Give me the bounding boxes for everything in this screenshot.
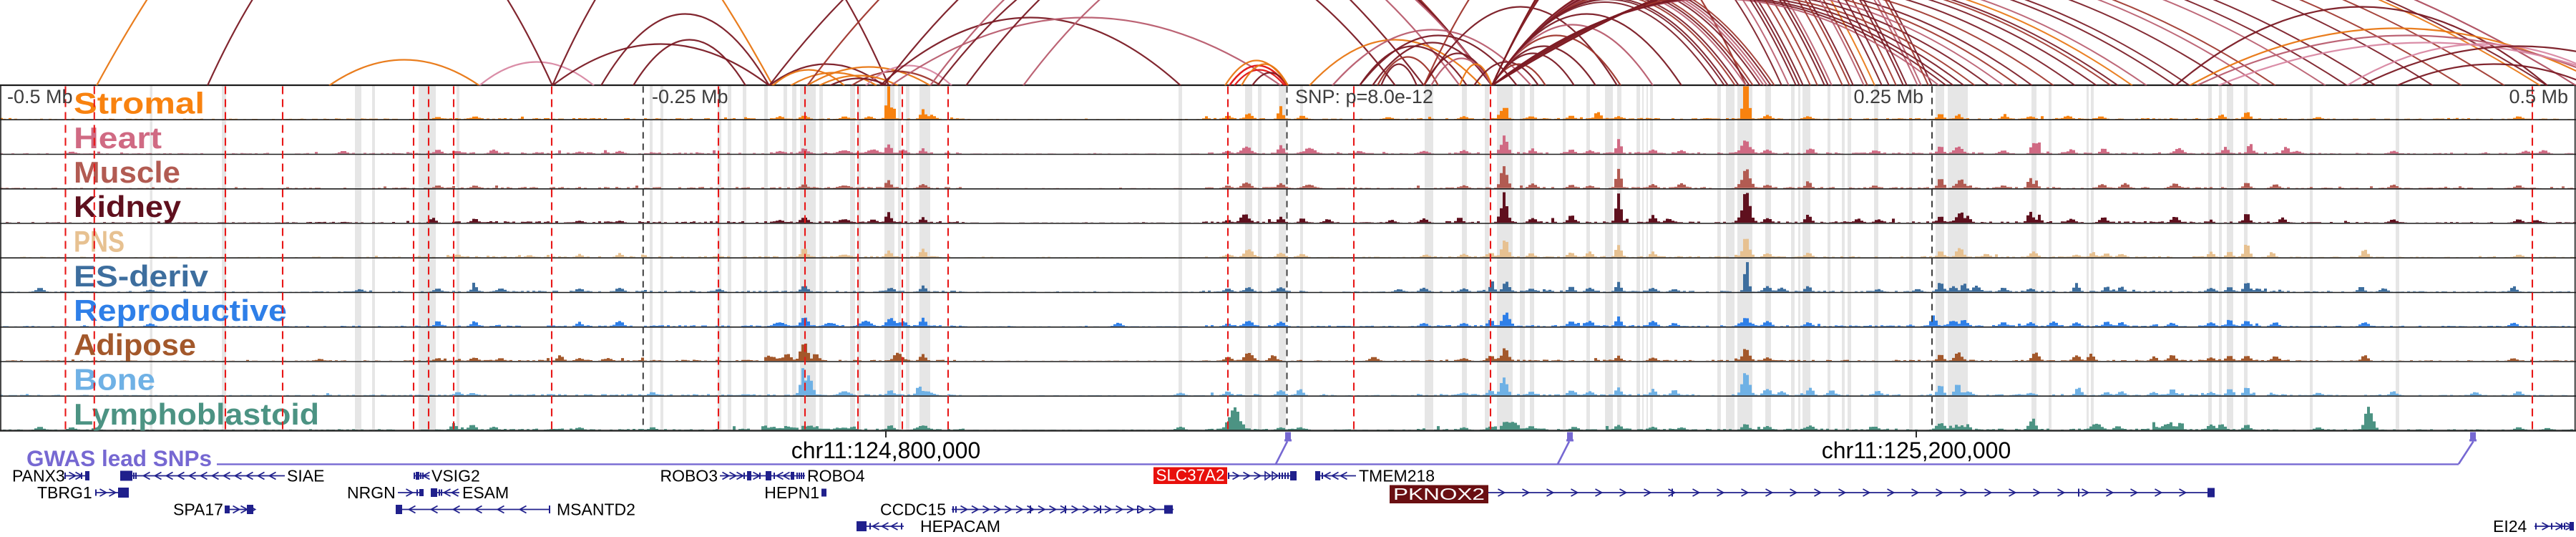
svg-text:TMEM218: TMEM218 (1359, 467, 1435, 485)
svg-text:0.25 Mb: 0.25 Mb (1853, 86, 1923, 107)
svg-text:NRGN: NRGN (347, 483, 396, 502)
svg-text:EI24: EI24 (2493, 517, 2527, 536)
svg-text:chr11:124,800,000: chr11:124,800,000 (791, 437, 981, 463)
svg-text:Reproductive: Reproductive (74, 294, 287, 327)
svg-text:TBRG1: TBRG1 (37, 483, 92, 502)
svg-text:Lymphoblastoid: Lymphoblastoid (74, 397, 319, 431)
svg-text:SNP: p=8.0e-12: SNP: p=8.0e-12 (1295, 86, 1433, 107)
svg-text:SPA17: SPA17 (173, 500, 223, 519)
svg-text:0.5 Mb: 0.5 Mb (2509, 86, 2568, 107)
svg-text:PNS: PNS (74, 225, 125, 258)
svg-text:ROBO3: ROBO3 (660, 467, 718, 485)
svg-text:Heart: Heart (74, 121, 162, 155)
svg-text:Muscle: Muscle (74, 155, 180, 189)
svg-text:SIAE: SIAE (287, 467, 324, 485)
svg-text:Kidney: Kidney (74, 190, 182, 223)
svg-text:ESAM: ESAM (462, 483, 509, 502)
svg-text:GWAS lead SNPs: GWAS lead SNPs (26, 445, 212, 471)
svg-text:PKNOX2: PKNOX2 (1393, 485, 1485, 503)
svg-text:SLC37A2: SLC37A2 (1156, 466, 1225, 485)
svg-text:ROBO4: ROBO4 (807, 467, 865, 485)
svg-text:HEPACAM: HEPACAM (920, 517, 1000, 536)
svg-text:Stromal: Stromal (74, 87, 205, 120)
svg-text:Adipose: Adipose (74, 328, 196, 362)
svg-text:CCDC15: CCDC15 (880, 500, 946, 519)
svg-text:-0.5 Mb: -0.5 Mb (7, 86, 73, 107)
svg-text:chr11:125,200,000: chr11:125,200,000 (1822, 437, 2011, 463)
svg-text:MSANTD2: MSANTD2 (557, 500, 635, 519)
svg-text:PANX3: PANX3 (12, 467, 65, 485)
svg-text:ES-deriv: ES-deriv (74, 259, 209, 293)
svg-text:VSIG2: VSIG2 (431, 467, 480, 485)
svg-text:HEPN1: HEPN1 (764, 483, 819, 502)
svg-text:-0.25 Mb: -0.25 Mb (652, 86, 728, 107)
svg-text:Bone: Bone (74, 363, 155, 397)
